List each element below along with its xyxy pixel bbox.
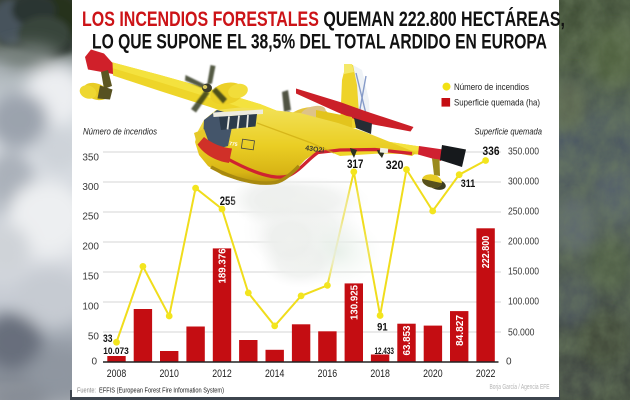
svg-text:LO QUE SUPONE EL 38,5% DEL TOT: LO QUE SUPONE EL 38,5% DEL TOTAL ARDIDO … <box>92 29 547 53</box>
svg-text:2014: 2014 <box>265 368 285 380</box>
svg-text:Número de incendios: Número de incendios <box>454 82 529 93</box>
svg-text:Borja García / Agencia EFE: Borja García / Agencia EFE <box>490 384 550 391</box>
svg-text:336: 336 <box>483 144 500 158</box>
svg-text:Número de incendios: Número de incendios <box>83 127 157 138</box>
svg-text:Superficie quemada (ha): Superficie quemada (ha) <box>454 98 540 109</box>
svg-text:200: 200 <box>82 242 99 253</box>
svg-text:130.925: 130.925 <box>349 285 360 320</box>
svg-text:222.800: 222.800 <box>481 235 492 268</box>
svg-text:Fuente:: Fuente: <box>77 388 96 395</box>
svg-text:50.000: 50.000 <box>508 328 535 339</box>
svg-text:100.000: 100.000 <box>508 297 539 308</box>
svg-text:250: 250 <box>82 212 99 223</box>
svg-text:200.000: 200.000 <box>508 237 539 248</box>
svg-text:250.000: 250.000 <box>508 207 539 218</box>
svg-text:Superficie quemada: Superficie quemada <box>475 127 543 138</box>
svg-text:2018: 2018 <box>370 368 390 380</box>
svg-text:12.433: 12.433 <box>374 346 394 356</box>
svg-text:0: 0 <box>91 357 97 368</box>
svg-text:320: 320 <box>386 158 404 172</box>
svg-text:0: 0 <box>506 357 512 368</box>
svg-text:317: 317 <box>347 157 364 171</box>
svg-text:84.827: 84.827 <box>455 315 466 346</box>
svg-text:189.376: 189.376 <box>218 248 229 283</box>
svg-text:2016: 2016 <box>318 368 338 380</box>
svg-text:EFFIS (European Forest Fire In: EFFIS (European Forest Fire Information … <box>99 388 224 395</box>
svg-text:10.073: 10.073 <box>103 346 129 356</box>
svg-text:150.000: 150.000 <box>508 267 539 278</box>
svg-text:2008: 2008 <box>107 368 127 380</box>
svg-text:350: 350 <box>82 152 99 163</box>
svg-text:LOS INCENDIOS FORESTALES QUEMA: LOS INCENDIOS FORESTALES QUEMAN 222.800 … <box>82 7 565 32</box>
svg-text:33: 33 <box>103 333 113 345</box>
svg-text:150: 150 <box>82 272 99 283</box>
svg-text:63.853: 63.853 <box>402 325 413 355</box>
svg-text:91: 91 <box>377 322 388 334</box>
svg-text:300: 300 <box>82 182 99 193</box>
svg-text:311: 311 <box>461 178 475 190</box>
svg-text:300.000: 300.000 <box>508 177 539 188</box>
svg-text:2022: 2022 <box>476 368 496 380</box>
svg-text:2012: 2012 <box>212 368 232 380</box>
svg-text:2010: 2010 <box>159 368 179 380</box>
svg-text:100: 100 <box>82 302 99 313</box>
svg-text:2020: 2020 <box>423 368 443 380</box>
svg-text:43O2i: 43O2i <box>305 145 325 155</box>
svg-text:350.000: 350.000 <box>508 147 539 158</box>
svg-text:775: 775 <box>229 141 238 148</box>
svg-text:50: 50 <box>88 332 100 343</box>
